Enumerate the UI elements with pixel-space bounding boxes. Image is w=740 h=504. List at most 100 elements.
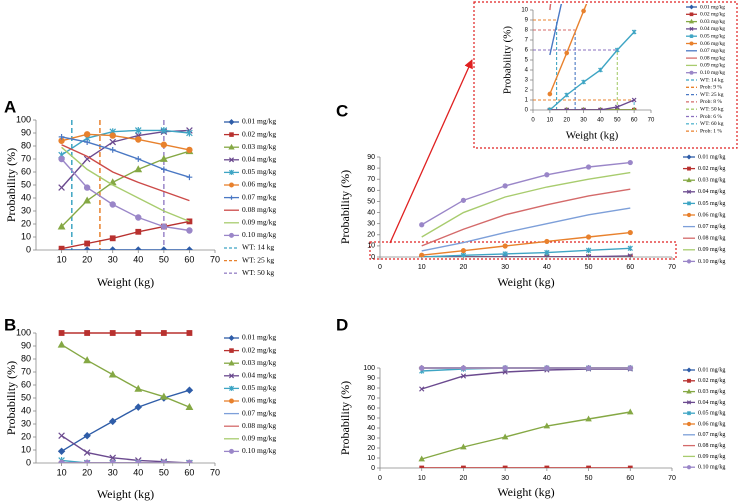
zoom-arrow bbox=[389, 59, 473, 244]
y-axis-title: Probability (%) bbox=[4, 148, 18, 222]
x-tick-label: 60 bbox=[626, 475, 634, 482]
marker bbox=[57, 222, 66, 230]
y-tick-label: 90 bbox=[367, 154, 375, 161]
marker bbox=[109, 138, 117, 146]
marker bbox=[564, 50, 570, 56]
marker bbox=[160, 141, 168, 148]
x-tick-label: 50 bbox=[159, 467, 169, 477]
marker bbox=[84, 240, 91, 247]
series-line bbox=[549, 31, 635, 110]
panel: A Probability (%) Weight (kg) 0 10 20 30 40 50 60… bbox=[4, 97, 277, 288]
legend-label: 0.09 mg/kg bbox=[698, 454, 725, 460]
legend-label: 0.04 mg/kg bbox=[698, 189, 725, 195]
marker bbox=[460, 252, 467, 257]
y-tick-label: 20 bbox=[367, 232, 375, 239]
marker bbox=[544, 365, 550, 371]
y-tick-label: 70 bbox=[367, 395, 375, 402]
x-tick-label: 10 bbox=[418, 475, 426, 482]
marker bbox=[186, 459, 193, 463]
marker bbox=[229, 448, 234, 454]
legend-label: WT: 14 kg bbox=[700, 77, 724, 83]
marker bbox=[547, 107, 553, 110]
marker bbox=[686, 177, 692, 183]
y-tick-label: 70 bbox=[21, 153, 31, 163]
legend-label: 0.02 mg/kg bbox=[698, 378, 725, 384]
marker bbox=[186, 146, 193, 154]
marker bbox=[134, 384, 143, 392]
x-tick-label: 50 bbox=[585, 264, 593, 271]
legend-label: 0.07 mg/kg bbox=[242, 408, 276, 417]
legend-label: 0.05 mg/kg bbox=[242, 383, 276, 392]
series-line bbox=[549, 4, 588, 95]
marker bbox=[109, 459, 116, 463]
y-tick-label: 60 bbox=[21, 379, 31, 389]
series-line bbox=[549, 4, 563, 56]
marker bbox=[419, 386, 425, 392]
legend-label: WT: 14 kg bbox=[242, 243, 274, 252]
series-line bbox=[61, 435, 190, 463]
marker bbox=[627, 159, 633, 166]
legend-label: 0.06 mg/kg bbox=[242, 396, 276, 405]
marker bbox=[134, 126, 142, 134]
y-tick-label: 70 bbox=[367, 176, 375, 183]
panel-label: C bbox=[336, 101, 348, 120]
marker bbox=[689, 34, 694, 39]
y-tick-label: 60 bbox=[367, 187, 375, 194]
marker bbox=[58, 245, 65, 250]
x-tick-label: 20 bbox=[460, 264, 468, 271]
marker bbox=[627, 245, 633, 252]
x-axis-title: Weight (kg) bbox=[97, 275, 154, 289]
series-line bbox=[421, 161, 631, 226]
legend-label: 0.07 mg/kg bbox=[698, 432, 725, 438]
legend-label: 0.04 mg/kg bbox=[242, 371, 276, 380]
marker bbox=[585, 415, 592, 422]
marker bbox=[83, 131, 91, 138]
marker bbox=[57, 340, 66, 348]
y-tick-label: 6 bbox=[525, 48, 529, 54]
x-tick-label: 30 bbox=[580, 118, 587, 124]
marker bbox=[186, 227, 193, 234]
legend-label: WT: 25 kg bbox=[700, 92, 724, 98]
legend-label: 0.01 mg/kg bbox=[698, 154, 725, 160]
legend-label: Prob: 8 % bbox=[700, 99, 722, 105]
legend-label: 0.09 mg/kg bbox=[242, 434, 276, 443]
series-line bbox=[61, 133, 190, 151]
marker bbox=[686, 388, 692, 394]
marker bbox=[686, 201, 692, 206]
plot-area bbox=[57, 120, 194, 250]
marker bbox=[108, 370, 117, 378]
marker bbox=[502, 183, 508, 189]
marker bbox=[689, 26, 694, 31]
series-line bbox=[421, 247, 631, 257]
marker bbox=[186, 129, 193, 137]
legend-label: 0.05 mg/kg bbox=[242, 167, 276, 176]
marker bbox=[627, 229, 633, 236]
marker bbox=[544, 254, 550, 257]
marker bbox=[686, 189, 692, 194]
marker bbox=[109, 330, 116, 336]
marker bbox=[135, 330, 142, 336]
series-line bbox=[421, 368, 631, 390]
legend-label: 0.10 mg/kg bbox=[242, 230, 276, 239]
series-line bbox=[421, 207, 631, 252]
y-tick-label: 80 bbox=[21, 140, 31, 150]
marker bbox=[460, 248, 467, 254]
legend-label: 0.04 mg/kg bbox=[700, 26, 725, 32]
series-line bbox=[61, 129, 190, 189]
series-line bbox=[61, 146, 190, 223]
legend-label: 0.03 mg/kg bbox=[698, 178, 725, 184]
marker bbox=[501, 433, 509, 440]
marker bbox=[160, 246, 168, 250]
x-tick-label: 40 bbox=[543, 475, 551, 482]
marker bbox=[686, 421, 692, 427]
x-tick-label: 20 bbox=[460, 475, 468, 482]
x-tick-label: 20 bbox=[82, 467, 92, 477]
marker bbox=[109, 201, 116, 208]
x-axis-title: Weight (kg) bbox=[497, 485, 554, 499]
x-tick-label: 30 bbox=[501, 475, 509, 482]
marker bbox=[228, 119, 235, 125]
legend-label: 0.02 mg/kg bbox=[698, 166, 725, 172]
marker bbox=[460, 443, 467, 450]
y-tick-label: 100 bbox=[16, 327, 31, 337]
